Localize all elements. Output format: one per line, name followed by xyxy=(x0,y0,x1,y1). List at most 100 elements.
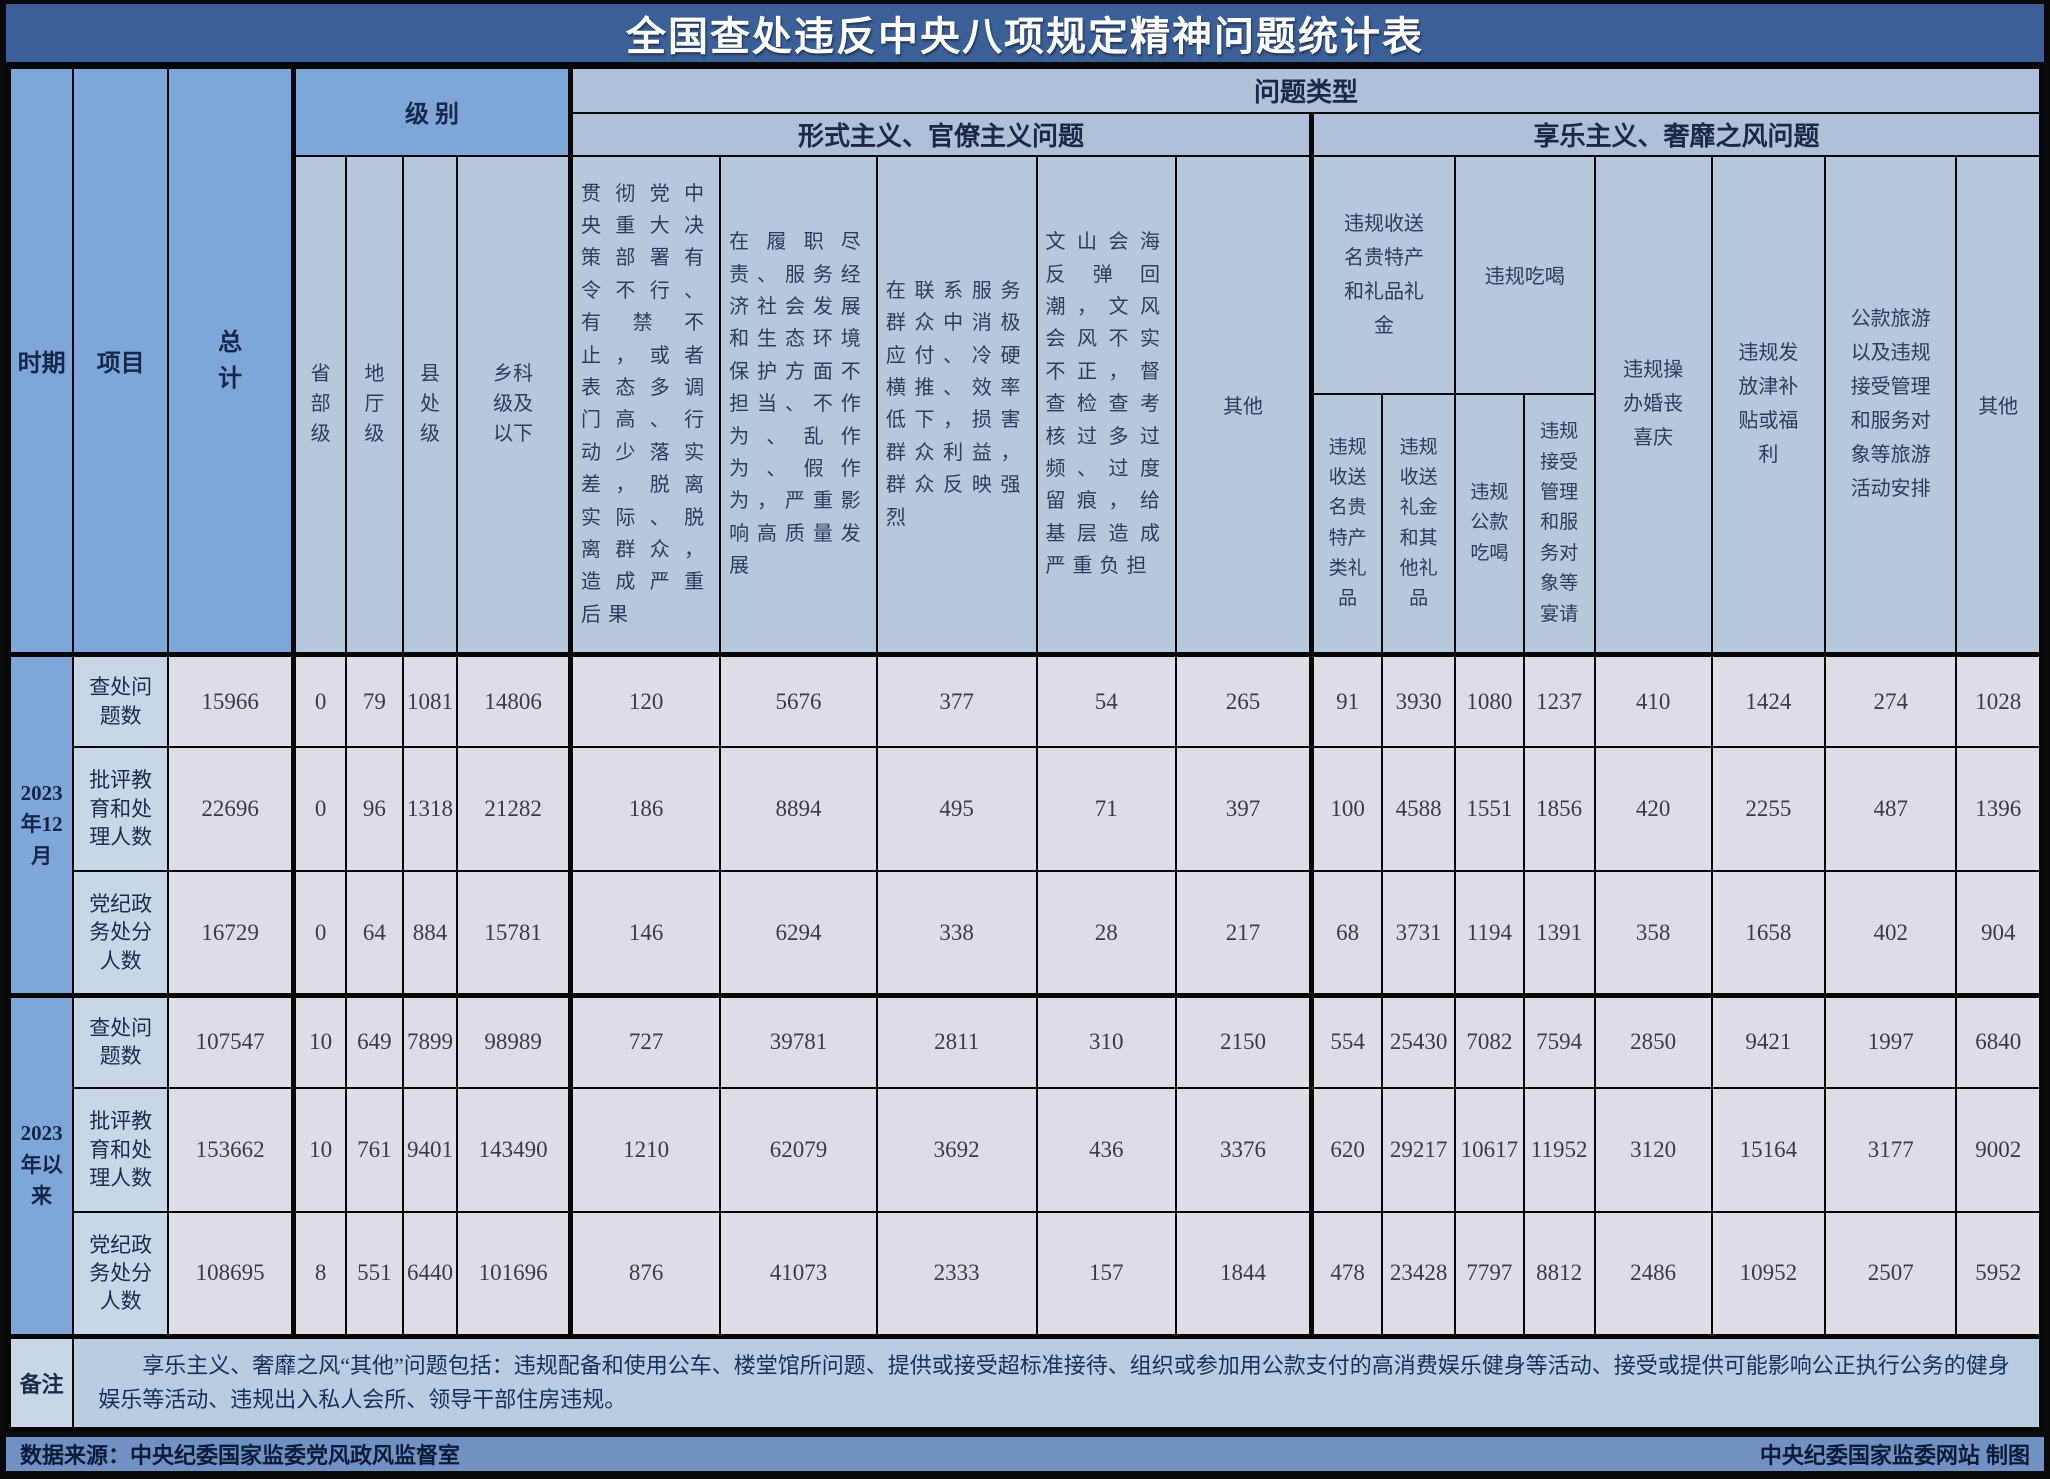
row-label: 查处问题数 xyxy=(72,992,170,1089)
value-cell: 21282 xyxy=(456,745,572,873)
header-specialty-gifts: 违规收送名贵特产类礼品 xyxy=(1308,393,1384,656)
value-cell: 6840 xyxy=(1955,992,2043,1089)
header-item: 项目 xyxy=(72,65,170,656)
value-cell: 15781 xyxy=(456,870,572,997)
value-cell: 186 xyxy=(568,745,722,873)
value-cell: 15164 xyxy=(1710,1086,1826,1213)
header-public-funds-dining: 违规公款吃喝 xyxy=(1454,393,1525,656)
header-hedonism-group: 享乐主义、奢靡之风问题 xyxy=(1308,111,2043,157)
value-cell: 22696 xyxy=(167,745,295,873)
value-cell: 0 xyxy=(291,652,348,748)
value-cell: 3930 xyxy=(1381,652,1457,748)
header-problem-type-group: 问题类型 xyxy=(568,65,2043,114)
header-level-group: 级 别 xyxy=(291,65,572,157)
value-cell: 157 xyxy=(1035,1210,1178,1338)
header-public-funded-travel: 公款旅游以及违规接受管理和服务对象等旅游活动安排 xyxy=(1823,154,1958,656)
value-cell: 68 xyxy=(1308,870,1384,997)
value-cell: 146 xyxy=(568,870,722,997)
value-cell: 377 xyxy=(875,652,1038,748)
value-cell: 649 xyxy=(345,992,404,1089)
value-cell: 71 xyxy=(1035,745,1178,873)
value-cell: 120 xyxy=(568,652,722,748)
row-label: 批评教育和处理人数 xyxy=(72,745,170,873)
value-cell: 3120 xyxy=(1593,1086,1713,1213)
value-cell: 620 xyxy=(1308,1086,1384,1213)
value-cell: 7594 xyxy=(1522,992,1596,1089)
value-cell: 100 xyxy=(1308,745,1384,873)
value-cell: 876 xyxy=(568,1210,722,1338)
header-dining-group: 违规吃喝 xyxy=(1454,154,1596,396)
value-cell: 3376 xyxy=(1175,1086,1313,1213)
header-period: 时期 xyxy=(7,65,75,656)
value-cell: 7899 xyxy=(401,992,459,1089)
value-cell: 8 xyxy=(291,1210,348,1338)
value-cell: 3692 xyxy=(875,1086,1038,1213)
value-cell: 554 xyxy=(1308,992,1384,1089)
value-cell: 79 xyxy=(345,652,404,748)
value-cell: 2850 xyxy=(1593,992,1713,1089)
value-cell: 10 xyxy=(291,992,348,1089)
value-cell: 9401 xyxy=(401,1086,459,1213)
value-cell: 7797 xyxy=(1454,1210,1525,1338)
value-cell: 7082 xyxy=(1454,992,1525,1089)
value-cell: 338 xyxy=(875,870,1038,997)
credit-text: 中央纪委国家监委网站 制图 xyxy=(1759,1443,2030,1468)
value-cell: 1844 xyxy=(1175,1210,1313,1338)
header-level-county: 县处级 xyxy=(401,154,459,656)
value-cell: 410 xyxy=(1593,652,1713,748)
value-cell: 0 xyxy=(291,745,348,873)
value-cell: 10 xyxy=(291,1086,348,1213)
value-cell: 1856 xyxy=(1522,745,1596,873)
table-wrapper: 时期 项目 总计 级 别 问题类型 形式主义、官僚主义问题 享乐主义、奢靡之风问… xyxy=(6,64,2044,1432)
header-hedonism-other: 其他 xyxy=(1955,154,2043,656)
value-cell: 1080 xyxy=(1454,652,1525,748)
value-cell: 62079 xyxy=(719,1086,878,1213)
value-cell: 397 xyxy=(1175,745,1313,873)
value-cell: 3177 xyxy=(1823,1086,1958,1213)
header-formalism-col-1: 贯彻党中央重大决策部署有令不行、有禁不止，或者表态多调门高、行动少落实差，脱离实… xyxy=(568,154,722,656)
header-formalism-other: 其他 xyxy=(1175,154,1313,656)
value-cell: 1424 xyxy=(1710,652,1826,748)
value-cell: 478 xyxy=(1308,1210,1384,1338)
value-cell: 551 xyxy=(345,1210,404,1338)
value-cell: 15966 xyxy=(167,652,295,748)
value-cell: 107547 xyxy=(167,992,295,1089)
value-cell: 1194 xyxy=(1454,870,1525,997)
value-cell: 25430 xyxy=(1381,992,1457,1089)
value-cell: 41073 xyxy=(719,1210,878,1338)
value-cell: 1237 xyxy=(1522,652,1596,748)
value-cell: 402 xyxy=(1823,870,1958,997)
header-allowances-welfare: 违规发放津补贴或福利 xyxy=(1710,154,1826,656)
period-label: 2023年12月 xyxy=(7,652,75,997)
value-cell: 4588 xyxy=(1381,745,1457,873)
value-cell: 1551 xyxy=(1454,745,1525,873)
value-cell: 265 xyxy=(1175,652,1313,748)
value-cell: 1396 xyxy=(1955,745,2043,873)
value-cell: 1081 xyxy=(401,652,459,748)
value-cell: 8894 xyxy=(719,745,878,873)
value-cell: 10617 xyxy=(1454,1086,1525,1213)
note-text: 享乐主义、奢靡之风“其他”问题包括：违规配备和使用公车、楼堂馆所问题、提供或接受… xyxy=(72,1333,2043,1431)
value-cell: 28 xyxy=(1035,870,1178,997)
value-cell: 64 xyxy=(345,870,404,997)
value-cell: 3731 xyxy=(1381,870,1457,997)
header-formalism-col-3: 在联系服务群众中消极应付、冷硬横推、效率低下，损害群众利益，群众反映强烈 xyxy=(875,154,1038,656)
value-cell: 39781 xyxy=(719,992,878,1089)
header-formalism-col-4: 文山会海反弹回潮，文风会风不实不正，督查检查考核过多过频、过度留痕，给基层造成严… xyxy=(1035,154,1178,656)
value-cell: 96 xyxy=(345,745,404,873)
value-cell: 8812 xyxy=(1522,1210,1596,1338)
value-cell: 2507 xyxy=(1823,1210,1958,1338)
value-cell: 1658 xyxy=(1710,870,1826,997)
value-cell: 10952 xyxy=(1710,1210,1826,1338)
value-cell: 101696 xyxy=(456,1210,572,1338)
value-cell: 2150 xyxy=(1175,992,1313,1089)
value-cell: 310 xyxy=(1035,992,1178,1089)
row-label: 查处问题数 xyxy=(72,652,170,748)
value-cell: 153662 xyxy=(167,1086,295,1213)
value-cell: 1210 xyxy=(568,1086,722,1213)
value-cell: 1391 xyxy=(1522,870,1596,997)
value-cell: 884 xyxy=(401,870,459,997)
value-cell: 436 xyxy=(1035,1086,1178,1213)
value-cell: 904 xyxy=(1955,870,2043,997)
